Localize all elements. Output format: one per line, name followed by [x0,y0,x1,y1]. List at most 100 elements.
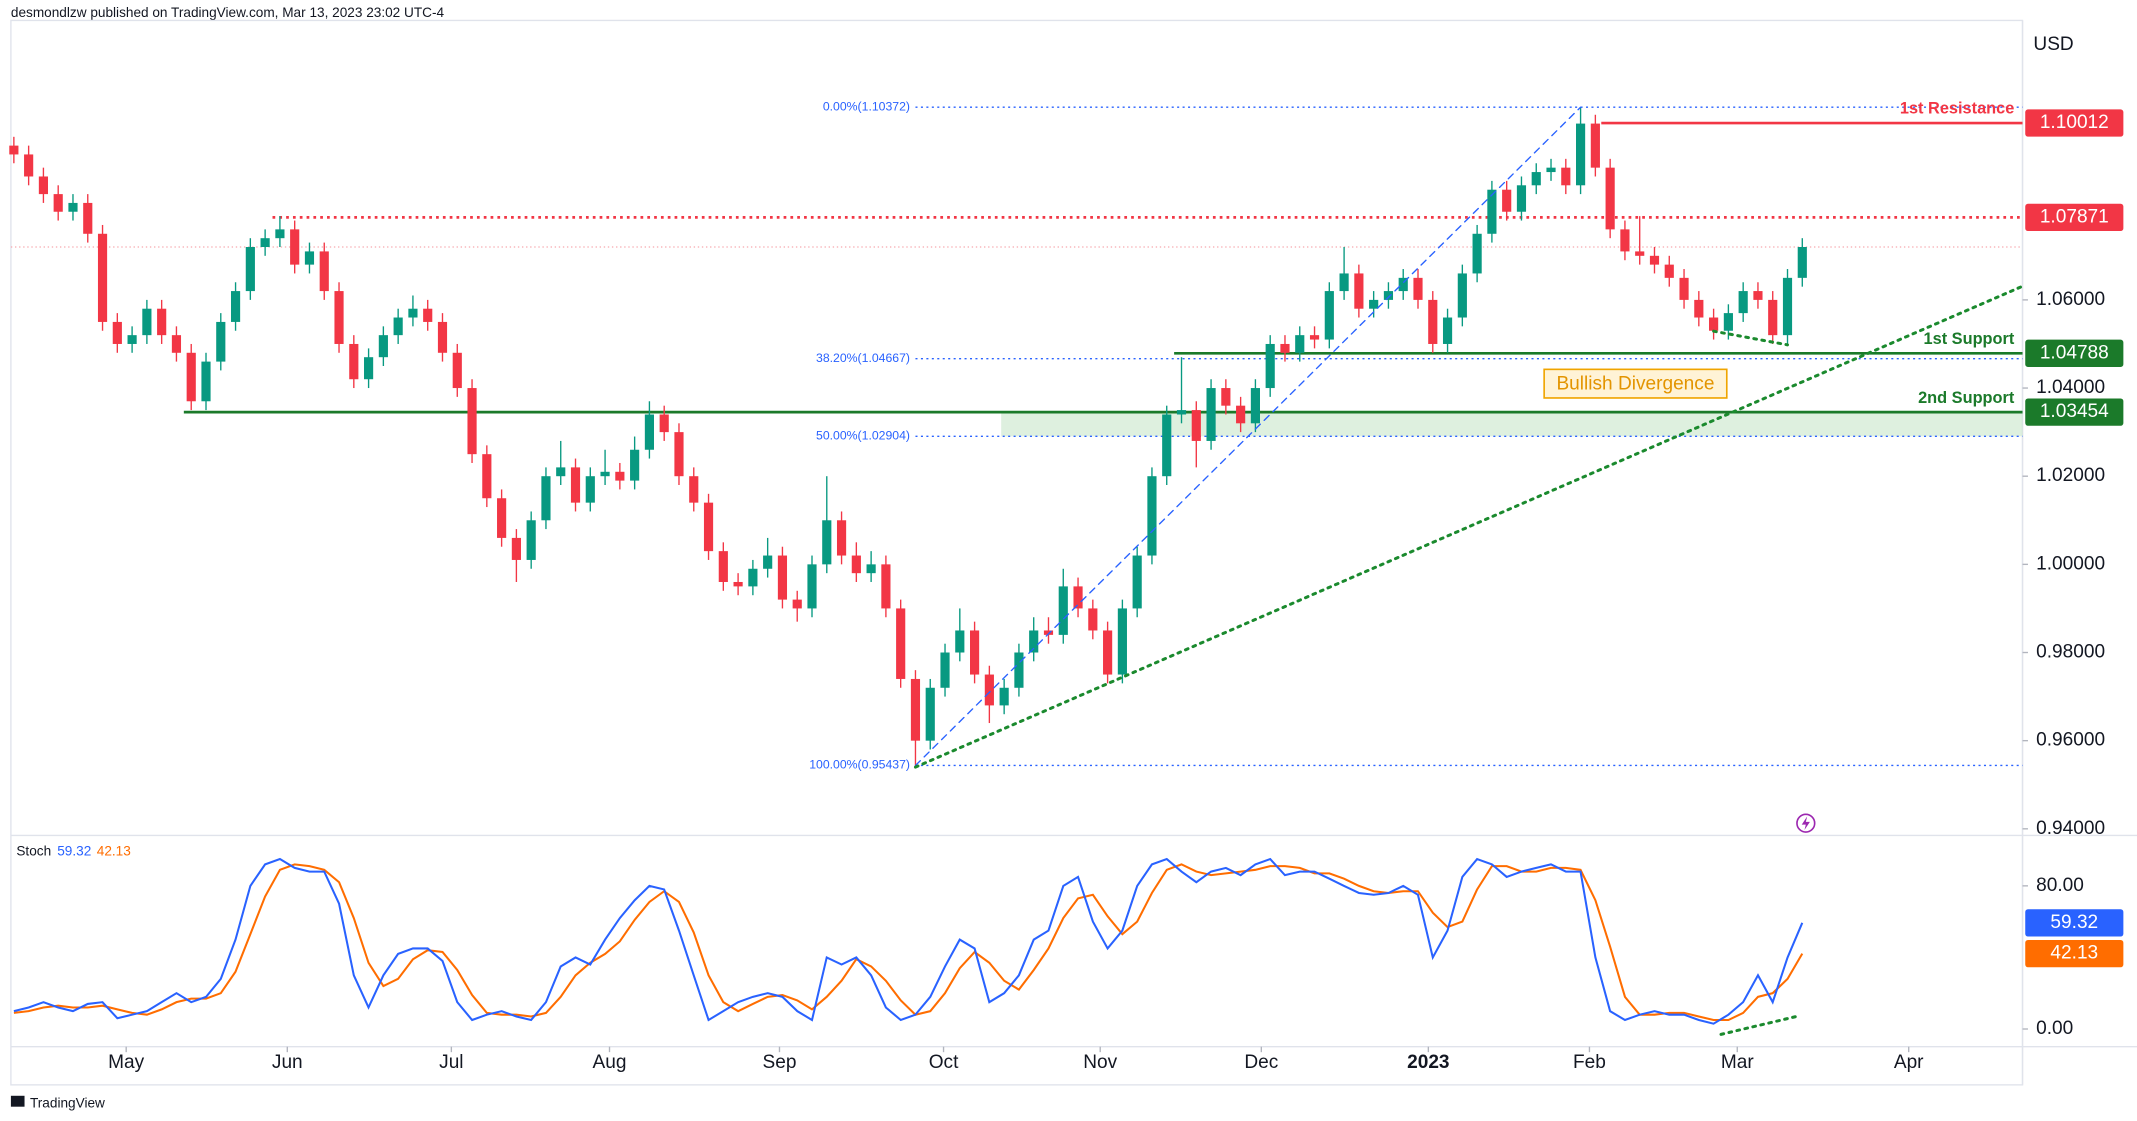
candle-body [349,343,359,380]
candle-body [526,520,536,560]
candle-body [1324,291,1334,340]
candle-body [171,335,182,353]
candle-body [1502,189,1512,212]
candle-body [364,357,374,380]
candle-body [245,246,255,292]
candle-body [378,335,388,358]
candle-body [1590,123,1600,168]
candle-body [437,321,448,353]
candle-body [1753,291,1763,300]
candle-body [1221,388,1231,406]
x-tick-label: Oct [929,1052,959,1073]
annotation-box [1543,368,1728,399]
candle-body [999,687,1009,706]
x-tick-label: Aug [593,1052,627,1073]
candle-body [1339,273,1349,292]
candle-body [1472,233,1482,274]
candle-body [851,555,861,574]
x-tick-label: Apr [1894,1052,1924,1073]
currency: USD [2033,34,2073,55]
candle-body [275,229,285,239]
stoch-value-box [2025,939,2124,968]
fib-label: 0.00%(1.10372) [823,99,910,113]
candle-body [1709,317,1719,331]
candle-body [1679,277,1689,300]
candle-body [1723,313,1733,331]
candle-body [157,308,167,336]
candle-body [1280,343,1290,353]
candle-body [1354,273,1364,309]
candle-body [763,555,773,569]
candle-body [112,321,122,344]
candle-body [127,335,137,344]
candle-body [497,498,507,538]
candle-body [9,145,19,155]
candle-body [423,308,433,322]
brand-logo [10,1095,25,1107]
level-price-box [2025,398,2124,426]
stoch-value-label: 42.13 [2050,943,2098,964]
y-tick-label: 1.06000 [2036,289,2105,310]
candle-body [940,652,950,688]
x-tick-label: Jul [439,1052,463,1073]
stoch-d-value: 42.13 [97,843,131,858]
candle-body [659,414,669,433]
event-icon-bolt [1801,816,1810,831]
level-price-label: 1.03454 [2040,401,2109,422]
candle-body [201,361,211,402]
candle-body [570,467,581,503]
candle-body [1605,167,1615,230]
candle-body [1191,410,1201,441]
x-tick-label: Dec [1244,1052,1278,1073]
candle-body [38,176,49,195]
candle-body [1413,277,1423,300]
candle-body [1029,630,1039,653]
candle-body [792,599,802,609]
candle-body [718,551,728,582]
candle-body [1250,388,1260,424]
candle-body [970,630,980,675]
candle-body [290,229,300,265]
candle-body [1014,652,1024,688]
level-price-label: 1.04788 [2040,342,2109,363]
candle-body [393,317,403,336]
candle-body [1620,229,1630,252]
candle-body [1058,586,1068,635]
y-tick-label: 0.94000 [2036,818,2105,839]
candle-body [689,476,699,503]
trend-line [1719,1014,1798,1036]
candle-body [881,564,891,609]
candle-body [53,194,63,212]
candle-body [1132,555,1142,609]
candle-body [777,555,788,600]
candle-body [896,608,906,679]
candle-body [955,630,965,653]
event-icon[interactable] [1796,813,1816,833]
brand: TradingView [30,1096,105,1111]
candle-body [703,502,714,552]
y-tick-label: 1.00000 [2036,553,2105,574]
candle-body [1162,414,1172,477]
candle-body [733,581,743,587]
candle-body [467,388,477,455]
candle-body [1487,189,1497,234]
candle-body [822,520,832,565]
fib-label: 50.00%(1.02904) [816,429,910,443]
candle-body [334,291,344,344]
candle-body [1117,608,1127,675]
candle-body [925,687,935,741]
candle-body [1398,277,1408,292]
candle-body [630,449,640,481]
candle-body [68,202,78,212]
y2-tick-label: 0.00 [2036,1018,2073,1039]
candle-body [230,291,241,322]
candle-body [83,202,93,234]
candle-body [97,233,108,322]
y2-tick-label: 80.00 [2036,875,2084,896]
level-price-box [2025,109,2124,137]
candle-body [1531,172,1541,186]
candle-body [452,352,462,389]
candle-body [1649,255,1660,265]
